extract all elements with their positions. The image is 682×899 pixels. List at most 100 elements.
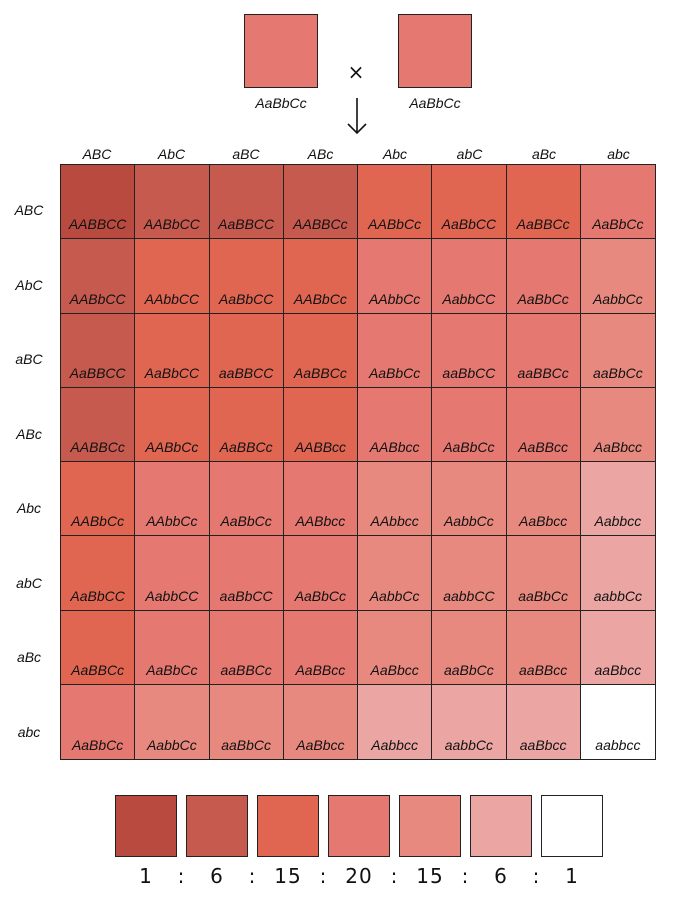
column-gamete-label: abc [607, 146, 630, 162]
legend-swatch [399, 795, 461, 857]
genotype-label: aaBBcc [519, 661, 568, 678]
genotype-cell: aaBbCc [432, 610, 507, 685]
genotype-cell: AABBCc [283, 165, 358, 240]
ratio-separator: : [177, 864, 186, 888]
genotype-cell: AABBCc [61, 387, 136, 462]
genotype-label: AAbbCC [144, 290, 200, 307]
genotype-label: AabbCc [443, 513, 494, 530]
genotype-label: AabbCc [592, 290, 643, 307]
genotype-cell: AabbCC [432, 239, 507, 314]
genotype-label: AaBBCc [71, 661, 125, 678]
legend-swatch [257, 795, 319, 857]
genotype-cell: AaBbCC [432, 165, 507, 240]
genotype-label: AaBBCc [219, 439, 273, 455]
genotype-cell: AABbcc [283, 462, 358, 537]
genotype-label: aaBbCc [518, 587, 569, 604]
row-gamete-label: aBc [16, 649, 42, 665]
genotype-label: aaBbCC [442, 364, 496, 381]
ratio-value: 6 [494, 864, 508, 888]
genotype-cell: AABbCc [135, 387, 210, 462]
genotype-label: aaBbCc [221, 737, 272, 753]
genotype-cell: AaBbCC [61, 536, 136, 611]
parent-2-genotype: AaBbCc [409, 95, 461, 111]
ratio-separator: : [461, 864, 470, 888]
genotype-cell: aaBbCc [580, 313, 655, 388]
punnett-square: AABBCC AABbCC AaBBCC AABBCc AABbCc AaBbCC AaBB… [60, 164, 656, 760]
genotype-cell: AaBbcc [358, 610, 433, 685]
genotype-cell: AABbCC [135, 165, 210, 240]
column-gamete-label: ABC [82, 146, 112, 162]
row-gamete-label: abC [16, 574, 42, 591]
genotype-cell: AaBbcc [506, 462, 581, 537]
genotype-cell: AABbCc [283, 239, 358, 314]
genotype-label: AaBBCc [293, 364, 347, 381]
genotype-cell: aaBbcc [506, 684, 581, 759]
genotype-label: AABbCC [143, 216, 200, 233]
genotype-label: AaBBcc [518, 439, 569, 455]
ratio-separator: : [532, 864, 541, 888]
genotype-cell: Aabbcc [358, 684, 433, 759]
genotype-label: AAbbCc [368, 290, 421, 307]
genotype-cell: AaBbCc [135, 610, 210, 685]
genotype-cell: AabbCc [358, 536, 433, 611]
genotype-cell: AAbbcc [358, 462, 433, 537]
genotype-label: AABbCc [368, 216, 422, 233]
genotype-cell: AaBbCc [580, 165, 655, 240]
genotype-cell: AabbCC [135, 536, 210, 611]
genotype-cell: AaBbcc [580, 387, 655, 462]
column-gamete-label: AbC [157, 146, 186, 162]
genotype-cell: AaBbCc [283, 536, 358, 611]
genotype-label: AABbCc [71, 513, 125, 530]
genotype-label: AaBbCc [146, 661, 198, 678]
genotype-cell: AaBbCc [358, 313, 433, 388]
genotype-label: Aabbcc [594, 513, 642, 530]
legend-swatch [186, 795, 248, 857]
genotype-label: AaBbCc [368, 364, 421, 381]
ratio-value: 1 [565, 864, 579, 888]
genotype-label: AABBCc [293, 216, 348, 233]
genotype-label: aaBBCC [218, 364, 274, 381]
genotype-cell: AABbcc [358, 387, 433, 462]
genotype-label: AABbCc [145, 439, 199, 455]
genotype-label: AABbcc [369, 439, 420, 455]
legend-swatch [470, 795, 532, 857]
genotype-cell: AABBcc [283, 387, 358, 462]
column-gamete-label: aBC [232, 146, 260, 162]
column-gamete-label: aBc [531, 146, 557, 162]
genotype-cell: aabbCc [580, 536, 655, 611]
genotype-label: AABBcc [294, 439, 347, 455]
genotype-label: AaBbCC [441, 216, 497, 233]
genotype-cell: AaBBCc [61, 610, 136, 685]
genotype-cell: Aabbcc [580, 462, 655, 537]
genotype-cell: AABbCC [61, 239, 136, 314]
legend-swatch [541, 795, 603, 857]
genotype-label: Aabbcc [371, 737, 418, 753]
genotype-cell: AaBBcc [506, 387, 581, 462]
genotype-cell: AaBbCC [209, 239, 284, 314]
row-gamete-label: abc [17, 723, 41, 740]
genotype-cell: AaBBCC [209, 165, 284, 240]
genotype-label: aaBbCc [443, 661, 494, 678]
ratio-value: 15 [274, 864, 302, 888]
genotype-label: AaBbcc [593, 439, 642, 455]
genotype-label: AabbCC [442, 290, 496, 307]
row-gamete-label: AbC [15, 276, 43, 293]
row-gamete-label: Abc [16, 500, 42, 516]
genotype-cell: aaBbCc [506, 536, 581, 611]
genotype-cell: AAbbCc [135, 462, 210, 537]
parent-1-swatch [244, 14, 318, 88]
genotype-label: AaBBCc [516, 216, 570, 233]
genotype-label: AaBbCc [71, 737, 124, 753]
column-gamete-label: abC [456, 146, 483, 162]
genotype-label: AaBbCc [517, 290, 569, 307]
genotype-cell: AAbbCc [358, 239, 433, 314]
parent-1-genotype: AaBbCc [255, 95, 307, 111]
genotype-cell: AaBBCc [209, 387, 284, 462]
column-gamete-label: ABc [307, 146, 334, 162]
genotype-cell: aaBBcc [506, 610, 581, 685]
genotype-label: aaBbCc [592, 364, 643, 381]
genotype-cell: AaBbCC [135, 313, 210, 388]
genotype-label: AABbCc [293, 290, 347, 307]
ratio-separator: : [319, 864, 328, 888]
genotype-label: AaBbCC [218, 290, 274, 307]
